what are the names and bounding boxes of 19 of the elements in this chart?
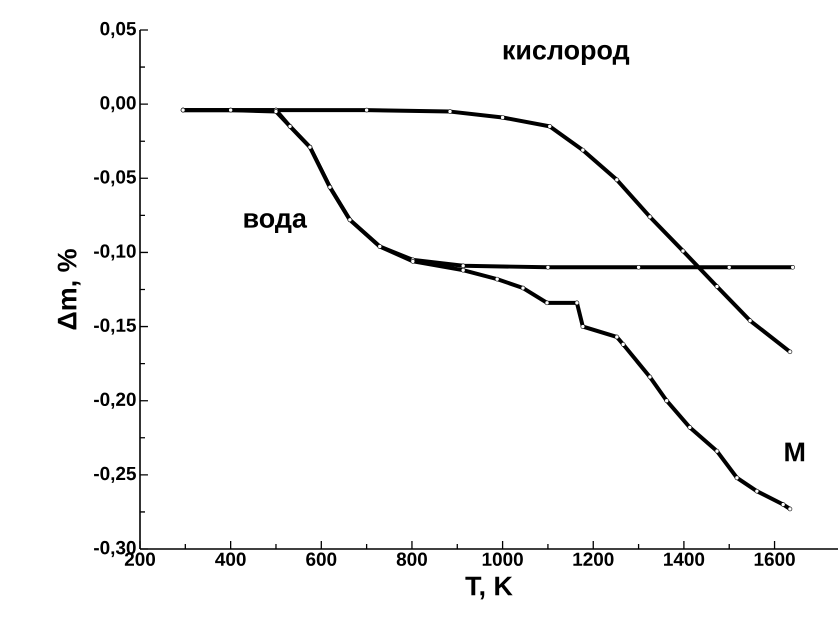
x-tick-label: 1000 bbox=[482, 552, 523, 566]
x-tick-label: 1200 bbox=[573, 552, 614, 566]
x-tick-label: 800 bbox=[396, 552, 427, 566]
series-label: кислород bbox=[504, 44, 630, 65]
y-tick-label: -0,05 bbox=[94, 170, 136, 186]
y-tick-label: 0,00 bbox=[100, 96, 136, 112]
y-axis-title: Δm, % bbox=[58, 249, 81, 330]
x-tick-label: 400 bbox=[215, 552, 246, 566]
y-tick-label: -0,20 bbox=[94, 392, 136, 409]
y-tick-label: 0,05 bbox=[100, 22, 136, 38]
x-tick-label: 1600 bbox=[754, 552, 795, 566]
y-tick-label: -0,15 bbox=[94, 318, 136, 335]
series-label: вода bbox=[244, 213, 308, 233]
x-axis-title: T, K bbox=[465, 576, 513, 600]
x-tick-label: 1400 bbox=[664, 552, 704, 566]
series-label: M bbox=[785, 442, 804, 462]
y-tick-label: -0,10 bbox=[94, 244, 136, 260]
x-tick-label: 600 bbox=[306, 552, 336, 566]
y-tick-label: -0,25 bbox=[94, 466, 136, 483]
